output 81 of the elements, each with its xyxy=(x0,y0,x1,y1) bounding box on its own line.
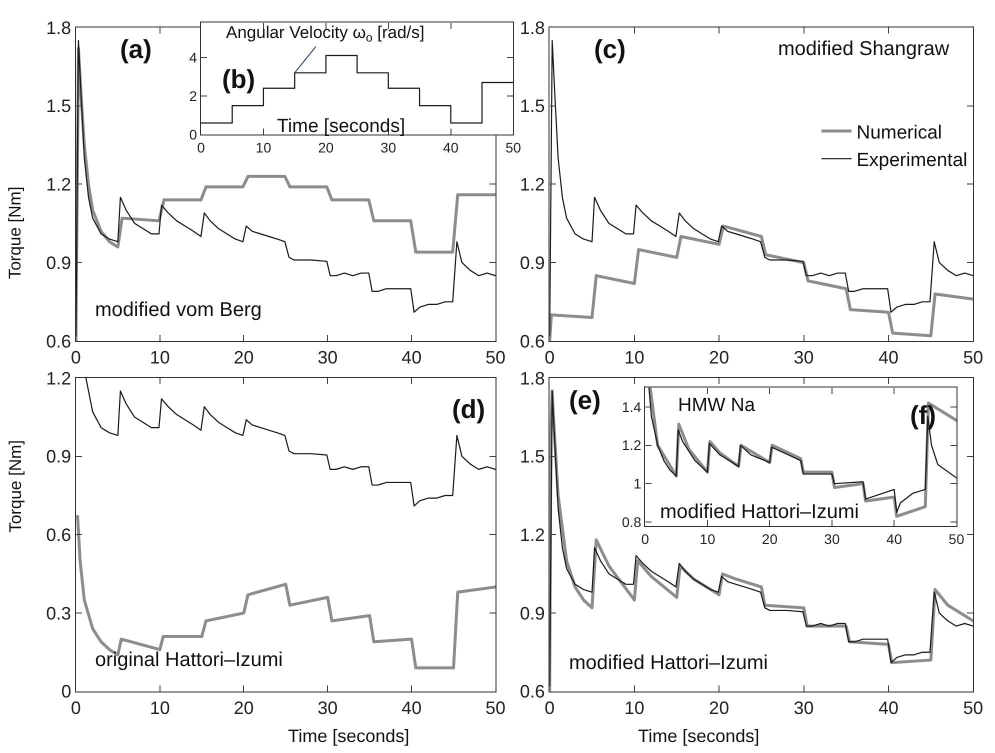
x-tick-label: 30 xyxy=(794,698,814,718)
x-axis-title: Time [seconds] xyxy=(277,116,406,137)
x-tick-label: 20 xyxy=(234,348,254,368)
x-tick-label: 40 xyxy=(878,348,898,368)
annotation: original Hattori–Izumi xyxy=(95,649,283,671)
line-series xyxy=(550,224,974,341)
y-tick-label: 0.8 xyxy=(622,514,642,530)
y-tick-label: 1.8 xyxy=(46,18,72,38)
y-tick-label: 0 xyxy=(61,682,72,702)
y-tick-label: 1.4 xyxy=(622,398,642,415)
y-tick-label: 0.6 xyxy=(520,331,545,352)
y-tick-label: 0.6 xyxy=(46,331,72,352)
annotation: modified vom Berg xyxy=(95,299,262,321)
x-tick-label: 50 xyxy=(948,530,964,547)
x-tick-label: 50 xyxy=(963,348,984,368)
y-axis-title: Torque [Nm] xyxy=(6,186,25,280)
y-tick-label: 0 xyxy=(189,126,198,143)
x-tick-label: 30 xyxy=(794,348,814,368)
y-tick-label: 1.8 xyxy=(520,18,545,38)
y-tick-label: 1.5 xyxy=(520,96,545,116)
x-tick-label: 10 xyxy=(624,698,644,718)
x-tick-label: 10 xyxy=(624,348,644,368)
annotation: modified Shangraw xyxy=(778,38,950,60)
x-tick-label: 50 xyxy=(963,698,984,718)
x-tick-label: 50 xyxy=(485,698,506,718)
x-axis-title: Time [seconds] xyxy=(288,726,410,746)
y-tick-label: 4 xyxy=(189,49,198,66)
y-tick-label: 1.2 xyxy=(622,437,642,454)
x-tick-label: 10 xyxy=(150,698,170,718)
x-tick-label: 40 xyxy=(886,530,902,547)
x-tick-label: 20 xyxy=(234,698,254,718)
y-tick-label: 2 xyxy=(189,88,198,104)
annotation: (b) xyxy=(222,64,256,94)
y-tick-label: 1.2 xyxy=(520,174,545,195)
annotation: (f) xyxy=(910,400,936,430)
y-tick-label: 1.2 xyxy=(46,174,72,195)
y-tick-label: 0.9 xyxy=(46,446,72,467)
x-tick-label: 30 xyxy=(318,698,338,718)
y-tick-label: 0.3 xyxy=(46,603,72,624)
x-tick-label: 20 xyxy=(762,530,778,547)
annotation: (d) xyxy=(452,394,486,424)
x-tick-label: 50 xyxy=(485,348,506,368)
y-tick-label: 1 xyxy=(634,476,642,492)
y-tick-label: 0.6 xyxy=(520,682,545,702)
x-tick-label: 10 xyxy=(700,530,716,547)
annotation: (c) xyxy=(594,34,626,64)
y-tick-label: 0.9 xyxy=(46,252,72,273)
y-tick-label: 1.8 xyxy=(520,368,545,388)
x-tick-label: 40 xyxy=(878,698,898,718)
x-axis-title: Time [seconds] xyxy=(638,726,760,746)
x-tick-label: 40 xyxy=(402,698,422,718)
x-tick-label: 20 xyxy=(318,140,334,156)
y-tick-label: 1.2 xyxy=(520,524,545,545)
y-axis-title: Torque [Nm] xyxy=(6,440,26,533)
y-tick-label: 0.6 xyxy=(46,524,72,545)
legend-label: Experimental xyxy=(856,150,968,172)
annotation: modified Hattori–Izumi xyxy=(569,652,768,674)
annotation: HMW Na xyxy=(678,395,756,416)
annotation: (e) xyxy=(569,385,601,415)
y-tick-label: 1.5 xyxy=(520,446,545,467)
annotation: Angular Velocity ω$_{o}$ [rad/s] xyxy=(226,23,424,45)
x-tick-label: 30 xyxy=(380,140,396,156)
y-tick-label: 0.9 xyxy=(520,603,545,624)
x-tick-label: 40 xyxy=(402,348,422,368)
x-tick-label: 20 xyxy=(709,348,730,368)
y-tick-label: 1.2 xyxy=(46,368,72,388)
annotation: (a) xyxy=(120,34,152,64)
line-series xyxy=(85,378,496,507)
x-tick-label: 10 xyxy=(256,140,272,156)
x-tick-label: 50 xyxy=(505,140,522,156)
line-series xyxy=(76,514,496,670)
legend-label: Numerical xyxy=(856,122,942,144)
x-tick-label: 20 xyxy=(709,698,730,718)
x-tick-label: 30 xyxy=(318,348,338,368)
annotation: modified Hattori–Izumi xyxy=(660,501,859,523)
line-series xyxy=(550,40,974,336)
x-tick-label: 40 xyxy=(442,140,459,156)
y-tick-label: 1.5 xyxy=(46,96,72,116)
x-tick-label: 30 xyxy=(824,530,840,547)
y-tick-label: 0.9 xyxy=(520,252,545,273)
x-tick-label: 10 xyxy=(150,348,170,368)
